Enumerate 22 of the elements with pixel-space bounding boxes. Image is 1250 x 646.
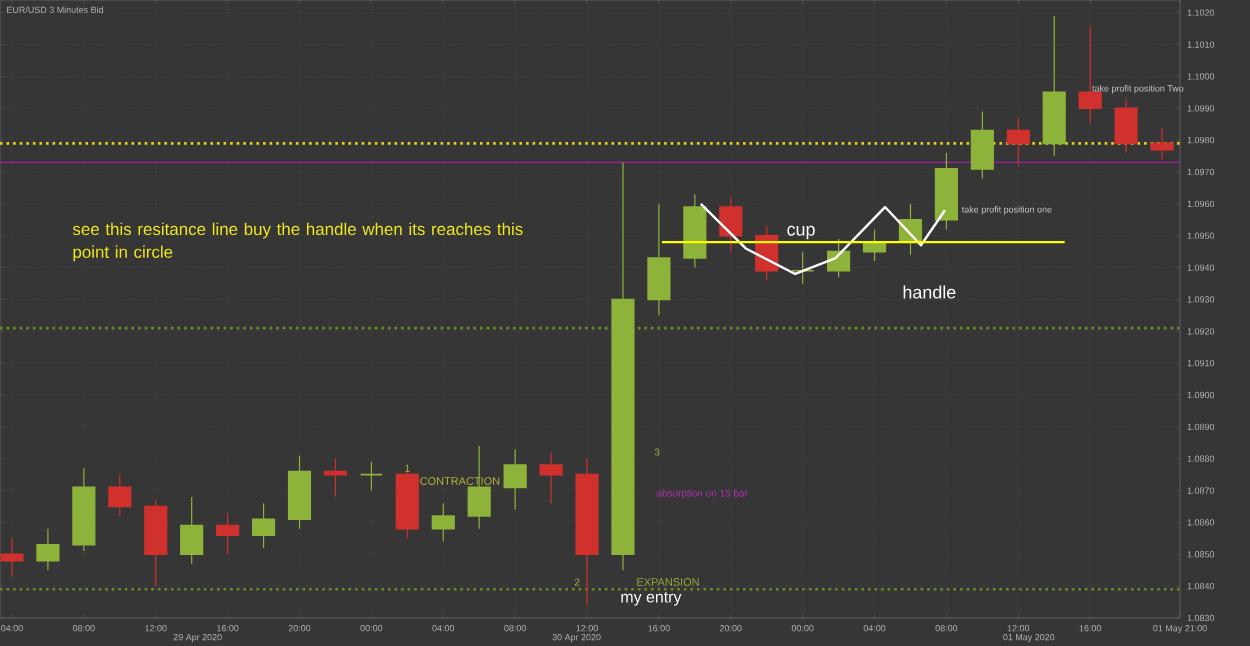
candlestick: [970, 110, 994, 179]
annotation: cup: [787, 225, 815, 240]
candlestick: [216, 512, 240, 555]
candlestick: [251, 502, 276, 549]
candlestick: [647, 203, 671, 316]
candlestick: [1114, 98, 1138, 154]
candlestick: [359, 461, 383, 492]
candlestick: [287, 454, 312, 530]
candlestick: [791, 251, 815, 285]
candlestick: [180, 496, 204, 565]
candlestick: [1150, 126, 1174, 160]
annotation: handle: [903, 285, 956, 299]
candlestick: [719, 196, 743, 253]
candlestick: [431, 502, 455, 543]
candlestick: [108, 474, 132, 517]
candlestick: [1006, 117, 1030, 167]
candlestick: [36, 528, 60, 571]
candlestick: [0, 537, 24, 578]
candlestick: [539, 451, 563, 504]
candlestick: [144, 499, 168, 587]
candlestick: [503, 448, 527, 511]
annotation: see this resitance line buy the handle when its reaches this point in circle: [72, 222, 523, 262]
